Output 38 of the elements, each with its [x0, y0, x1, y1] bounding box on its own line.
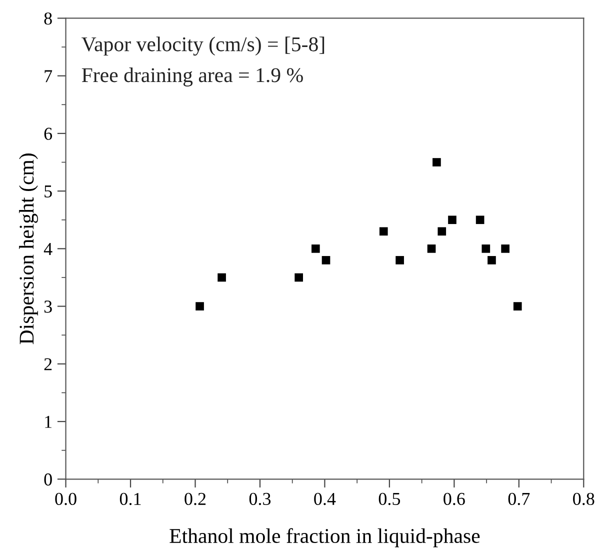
x-tick-label: 0.3 [249, 492, 271, 506]
point [476, 216, 484, 224]
x-tick-label: 0.7 [508, 492, 530, 506]
y-tick-label: 8 [44, 12, 52, 25]
point [396, 256, 404, 264]
x-tick-label: 0.4 [314, 492, 336, 506]
x-tick-label: 0.0 [55, 492, 76, 506]
point [427, 244, 436, 253]
annotation: Vapor velocity (cm/s) = [5-8] [82, 36, 324, 56]
y-tick-label: 5 [44, 186, 52, 198]
point [311, 244, 320, 253]
y-tick-label: 4 [44, 243, 52, 255]
point [482, 244, 490, 253]
point [448, 216, 456, 224]
point [196, 302, 204, 310]
x-axis-title: Ethanol mole fraction in liquid-phase [170, 528, 480, 548]
y-tick-label: 1 [45, 416, 52, 428]
y-tick-label: 3 [44, 300, 52, 313]
point [488, 256, 496, 264]
point [294, 273, 303, 282]
point [438, 227, 446, 236]
y-tick-label: 6 [44, 128, 52, 140]
y-tick-label: 7 [44, 70, 52, 82]
point [322, 256, 330, 264]
point [513, 302, 522, 310]
x-tick-label: 0.6 [444, 492, 465, 506]
point [432, 158, 441, 166]
x-tick-label: 0.1 [120, 492, 141, 506]
x-tick-label: 0.8 [573, 492, 594, 506]
point [379, 227, 388, 236]
x-tick-label: 0.2 [184, 492, 206, 506]
y-tick-label: 2 [44, 358, 52, 370]
x-tick-label: 0.5 [378, 492, 400, 506]
y-axis-title: Dispersion height (cm) [19, 154, 38, 344]
point [501, 244, 510, 253]
annotation: Free draining area = 1.9 % [82, 68, 303, 86]
point [218, 273, 226, 282]
y-tick-label: 0 [44, 473, 52, 486]
